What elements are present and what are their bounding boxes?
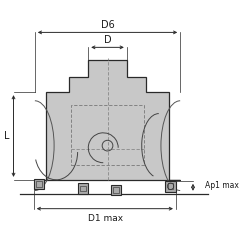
Bar xyxy=(113,187,119,193)
Text: L: L xyxy=(4,131,10,141)
Bar xyxy=(80,186,86,191)
Bar xyxy=(34,179,44,189)
Bar xyxy=(168,183,173,189)
Bar xyxy=(111,185,121,195)
Text: D6: D6 xyxy=(101,20,114,30)
Bar xyxy=(71,105,144,165)
Bar xyxy=(78,183,88,194)
Bar xyxy=(36,181,42,187)
Bar xyxy=(165,181,176,192)
Polygon shape xyxy=(35,60,180,180)
Text: D: D xyxy=(104,35,111,45)
Text: Ap1 max: Ap1 max xyxy=(205,181,239,190)
Text: D1 max: D1 max xyxy=(88,214,123,223)
